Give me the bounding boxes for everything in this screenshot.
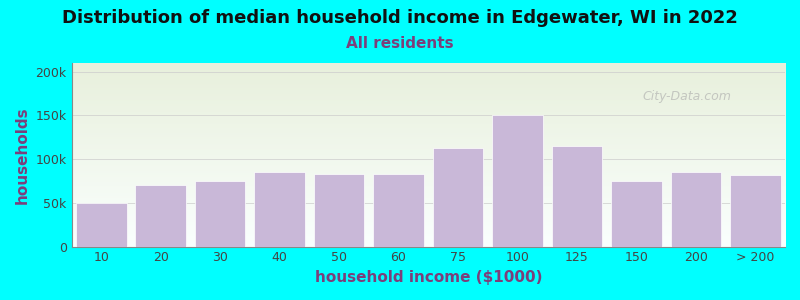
Bar — [611, 181, 662, 247]
Bar — [552, 146, 602, 247]
Bar — [314, 174, 364, 247]
Bar — [254, 172, 305, 247]
Bar — [135, 185, 186, 247]
Bar — [76, 203, 126, 247]
Text: All residents: All residents — [346, 36, 454, 51]
Bar — [433, 148, 483, 247]
Text: Distribution of median household income in Edgewater, WI in 2022: Distribution of median household income … — [62, 9, 738, 27]
Bar — [374, 174, 424, 247]
Y-axis label: households: households — [15, 106, 30, 204]
Bar — [195, 181, 246, 247]
Bar — [492, 116, 542, 247]
Text: City-Data.com: City-Data.com — [642, 89, 731, 103]
Bar — [670, 172, 721, 247]
Bar — [730, 175, 781, 247]
X-axis label: household income ($1000): household income ($1000) — [314, 270, 542, 285]
